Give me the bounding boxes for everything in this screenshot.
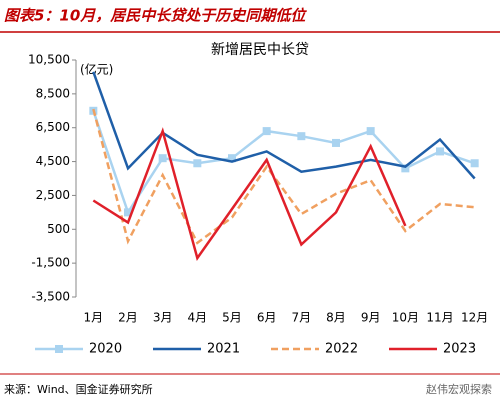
y-tick-label: 500: [47, 222, 70, 236]
watermark: 赵伟宏观探索: [426, 382, 492, 396]
legend-label: 2021: [207, 342, 240, 357]
x-tick-label: 2月: [118, 311, 138, 325]
point: [124, 208, 132, 217]
x-tick-label: 7月: [292, 311, 312, 325]
x-tick-label: 3月: [153, 311, 173, 325]
y-tick-label: 4,500: [36, 154, 70, 168]
x-tick-label: 1月: [84, 311, 104, 325]
legend-marker: [55, 345, 63, 353]
x-tick-label: 6月: [257, 311, 277, 325]
figure-title: 图表5：10月，居民中长贷处于历史同期低位: [4, 7, 307, 25]
x-tick-label: 9月: [361, 311, 381, 325]
point: [262, 127, 271, 136]
point: [228, 154, 236, 163]
series-line: [92, 127, 407, 261]
point: [297, 132, 306, 141]
point: [158, 154, 167, 163]
source: 来源：Wind、国金证券研究所: [4, 382, 153, 396]
legend-label: 2020: [89, 342, 122, 357]
legend-label: 2022: [325, 342, 358, 357]
legend-label: 2023: [443, 342, 476, 357]
series-line: [92, 110, 476, 216]
x-tick-label: 8月: [326, 311, 346, 325]
point: [193, 159, 202, 168]
y-tick-label: 8,500: [36, 86, 70, 100]
y-tick-label: -1,500: [31, 256, 70, 270]
x-tick-label: 12月: [461, 311, 488, 325]
y-tick-label: 2,500: [36, 188, 70, 202]
point: [366, 127, 375, 136]
point: [436, 147, 444, 156]
series-line: [92, 108, 475, 245]
point: [401, 164, 410, 173]
y-tick-label: -3,500: [31, 290, 70, 304]
y-tick-label: 6,500: [36, 120, 70, 134]
point: [470, 159, 479, 168]
x-tick-label: 4月: [188, 311, 208, 325]
x-tick-label: 11月: [426, 311, 453, 325]
chart-title: 新增居民中长贷: [211, 42, 309, 58]
x-tick-label: 5月: [222, 311, 242, 325]
point: [332, 138, 340, 147]
series-line: [92, 71, 476, 180]
unit-label: (亿元): [80, 62, 113, 77]
x-tick-label: 10月: [392, 311, 419, 325]
y-tick-label: 10,500: [28, 53, 70, 67]
